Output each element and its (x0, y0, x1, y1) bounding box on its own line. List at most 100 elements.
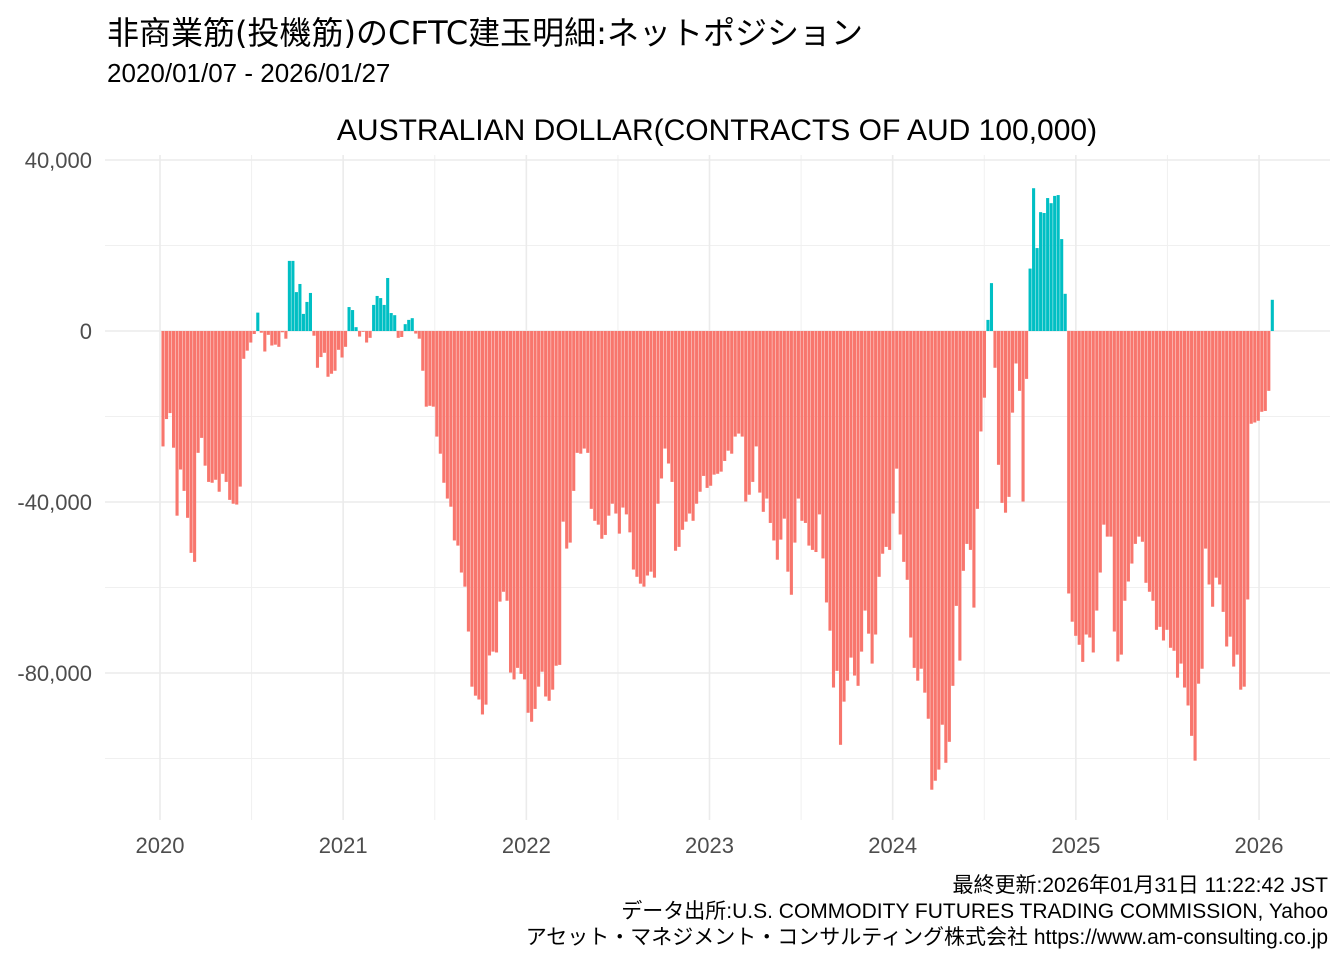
bar-negative (1010, 331, 1015, 413)
bar-positive (347, 307, 351, 331)
bar-negative (944, 331, 948, 763)
bar-negative (1225, 331, 1229, 647)
bar-positive (389, 313, 393, 331)
bar-negative (252, 331, 256, 334)
bar-negative (228, 331, 232, 500)
bar-positive (308, 292, 312, 331)
bar-negative (480, 331, 485, 715)
bar-negative (459, 331, 463, 573)
bar-negative (982, 331, 987, 398)
bar-negative (996, 331, 1001, 465)
bar-negative (1260, 331, 1264, 412)
bar-negative (238, 331, 242, 487)
bar-negative (501, 331, 506, 592)
bar-positive (386, 277, 390, 331)
bar-negative (614, 331, 618, 514)
bar-negative (1204, 331, 1208, 549)
bar-negative (368, 331, 372, 338)
bar-negative (691, 331, 695, 521)
bar-positive (372, 304, 376, 331)
bar-negative (656, 331, 660, 504)
bar-negative (505, 331, 509, 601)
bar-negative (277, 331, 281, 347)
bar-negative (333, 331, 337, 371)
bar-negative (593, 331, 597, 521)
bar-negative (1119, 331, 1123, 655)
bar-negative (926, 331, 930, 719)
bar-negative (231, 331, 235, 504)
bar-negative (1147, 331, 1151, 592)
bar-negative (329, 331, 334, 374)
bar-negative (702, 331, 706, 476)
y-axis-tick-labels: 40,000 0 -40,000 -80,000 (17, 148, 92, 686)
bar-negative (273, 331, 277, 345)
data-source-caption: データ出所:U.S. COMMODITY FUTURES TRADING COM… (621, 900, 1328, 923)
bar-negative (358, 331, 362, 337)
bar-negative (979, 331, 983, 432)
bar-negative (1228, 331, 1232, 637)
x-axis-tick-labels: 2020 2021 2022 2023 2024 2025 2026 (136, 833, 1284, 858)
bar-positive (410, 318, 414, 331)
bar-negative (723, 331, 727, 461)
bar-negative (628, 331, 632, 533)
bar-negative (344, 331, 348, 347)
bar-negative (772, 331, 776, 541)
bar-negative (1088, 331, 1092, 638)
chart-subtitle: 2020/01/07 - 2026/01/27 (107, 58, 391, 88)
bar-negative (266, 331, 270, 335)
bar-negative (442, 331, 446, 483)
bar-negative (1200, 331, 1204, 669)
bar-negative (951, 331, 955, 686)
bar-negative (1190, 331, 1194, 736)
bar-negative (954, 331, 958, 606)
bar-negative (487, 331, 492, 656)
bar-negative (582, 331, 586, 449)
bar-negative (1172, 331, 1176, 651)
bar-positive (291, 260, 295, 331)
bar-negative (280, 331, 284, 333)
bar-negative (814, 331, 818, 553)
bar-negative (466, 331, 470, 632)
bar-positive (382, 304, 386, 331)
bar-negative (473, 331, 477, 696)
bar-negative (519, 331, 523, 674)
bar-negative (224, 331, 228, 482)
bar-negative (968, 331, 972, 550)
bar-negative (726, 331, 730, 451)
bar-negative (498, 331, 502, 602)
bar-positive (1063, 293, 1067, 331)
bar-negative (554, 331, 558, 666)
bar-negative (828, 331, 832, 631)
bar-negative (768, 331, 772, 523)
bar-negative (1130, 331, 1134, 564)
bar-negative (1239, 331, 1243, 690)
bar-negative (761, 331, 765, 512)
bar-negative (558, 331, 562, 665)
bar-negative (1014, 331, 1018, 364)
bar-negative (1235, 331, 1239, 655)
bar-negative (1186, 331, 1190, 706)
bar-negative (421, 331, 425, 371)
bar-negative (600, 331, 604, 539)
bar-negative (214, 331, 218, 480)
bar-negative (845, 331, 850, 681)
bar-positive (1060, 239, 1064, 331)
bar-negative (428, 331, 432, 406)
bar-negative (579, 331, 583, 454)
bar-negative (1126, 331, 1130, 582)
bar-negative (631, 331, 635, 570)
bar-negative (860, 331, 864, 652)
bar-negative (663, 331, 667, 449)
bar-negative (1000, 331, 1004, 503)
bar-negative (1175, 331, 1180, 678)
bar-negative (965, 331, 969, 544)
bar-negative (568, 331, 572, 543)
bar-negative (512, 331, 516, 680)
bar-negative (217, 331, 221, 492)
bar-negative (1074, 331, 1078, 636)
bar-negative (1077, 331, 1081, 645)
bar-negative (793, 331, 797, 543)
bar-negative (1098, 331, 1102, 573)
bar-negative (849, 331, 853, 658)
